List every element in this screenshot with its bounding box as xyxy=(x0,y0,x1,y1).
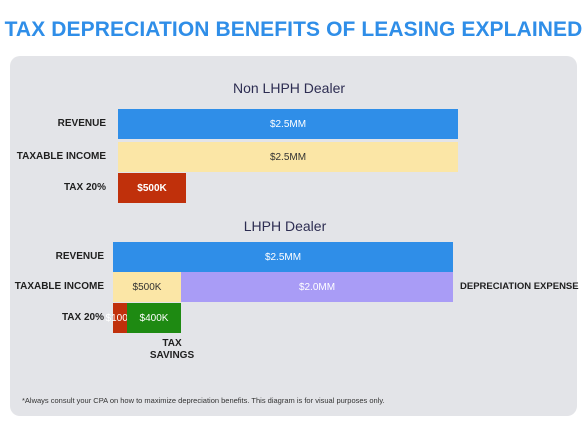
row-label: TAXABLE INCOME xyxy=(16,151,106,162)
chart-title: LHPH Dealer xyxy=(243,218,327,234)
annotation-word: SAVINGS xyxy=(149,350,195,361)
chart-title: Non LHPH Dealer xyxy=(232,80,346,96)
bar-main: $2.5MM xyxy=(118,142,458,172)
footnote: *Always consult your CPA on how to maxim… xyxy=(22,396,385,405)
bar-second: $2.0MM xyxy=(181,272,453,302)
annotation-word: TAX xyxy=(162,338,182,349)
bar-main: $100K xyxy=(106,303,134,333)
row-label: TAX 20% xyxy=(61,312,104,323)
row-label: TAXABLE INCOME xyxy=(14,281,104,292)
row-label: REVENUE xyxy=(57,118,106,129)
annotation-depreciation-expense: DEPRECIATION EXPENSE xyxy=(460,281,579,292)
bar-main: $2.5MM xyxy=(118,109,458,139)
bar-second: $400K xyxy=(127,303,181,333)
row-label: TAX 20% xyxy=(63,182,106,193)
bar-main: $500K xyxy=(113,272,181,302)
annotation-tax-savings: TAX SAVINGS xyxy=(140,338,204,362)
page-title: TAX DEPRECIATION BENEFITS OF LEASING EXP… xyxy=(4,18,583,41)
bar-main: $2.5MM xyxy=(113,242,453,272)
bar-main: $500K xyxy=(118,173,186,203)
row-label: REVENUE xyxy=(55,251,104,262)
